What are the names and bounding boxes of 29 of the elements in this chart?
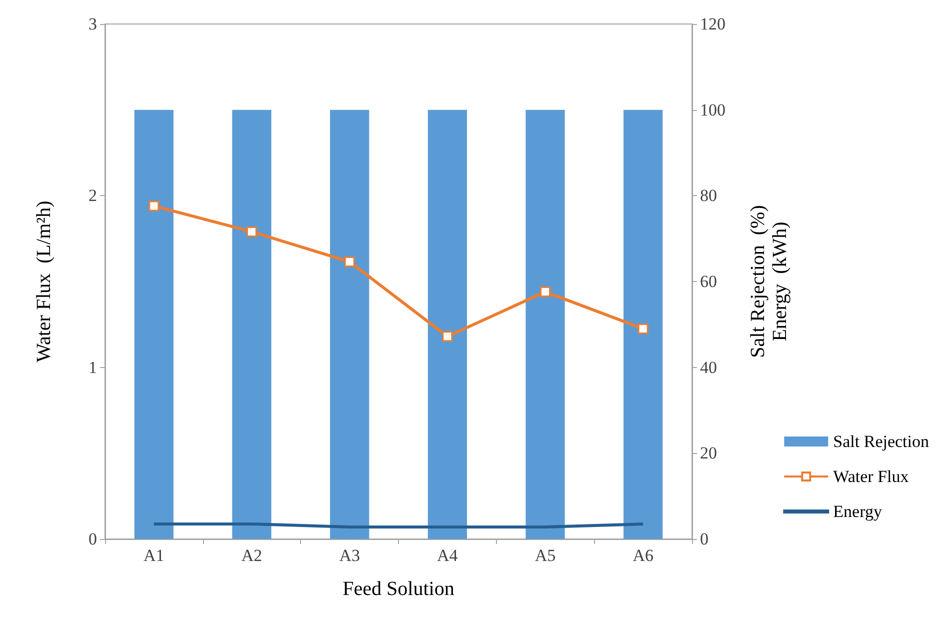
x-tick-label: A6 [632,546,654,565]
x-tick-label: A4 [437,546,458,565]
y2-tick-label: 120 [700,14,726,34]
point [442,331,453,342]
x-tick-label: A2 [241,546,262,565]
y2-tick-label: 40 [700,358,717,377]
y-tick-label: 0 [88,530,97,548]
point [540,286,550,298]
y-axis-title: Water Flux (L/m²h) [33,200,55,362]
y-tick-label: 3 [88,14,97,34]
y2-tick-label: 0 [700,530,708,548]
x-tick-label: A5 [534,546,556,565]
legend-label: Water Flux [833,467,910,486]
x-axis-title: Feed Solution [342,578,454,600]
point [246,226,257,237]
y2-axis-title: Salt Rejection (%) Energy (kWh) [747,205,791,358]
point [638,323,648,334]
y-tick-label: 1 [88,358,97,377]
legend-label: Salt Rejection [833,432,930,451]
y2-tick-label: 80 [700,186,717,206]
point [148,200,160,212]
point [344,256,355,268]
legend-label: Energy [833,502,882,521]
x-tick-label: A3 [339,546,360,565]
y2-tick-label: 60 [700,272,717,291]
y2-tick-label: 20 [700,444,717,463]
y-tick-label: 2 [88,186,97,206]
x-tick-label: A1 [144,546,164,565]
y2-tick-label: 100 [700,100,726,120]
